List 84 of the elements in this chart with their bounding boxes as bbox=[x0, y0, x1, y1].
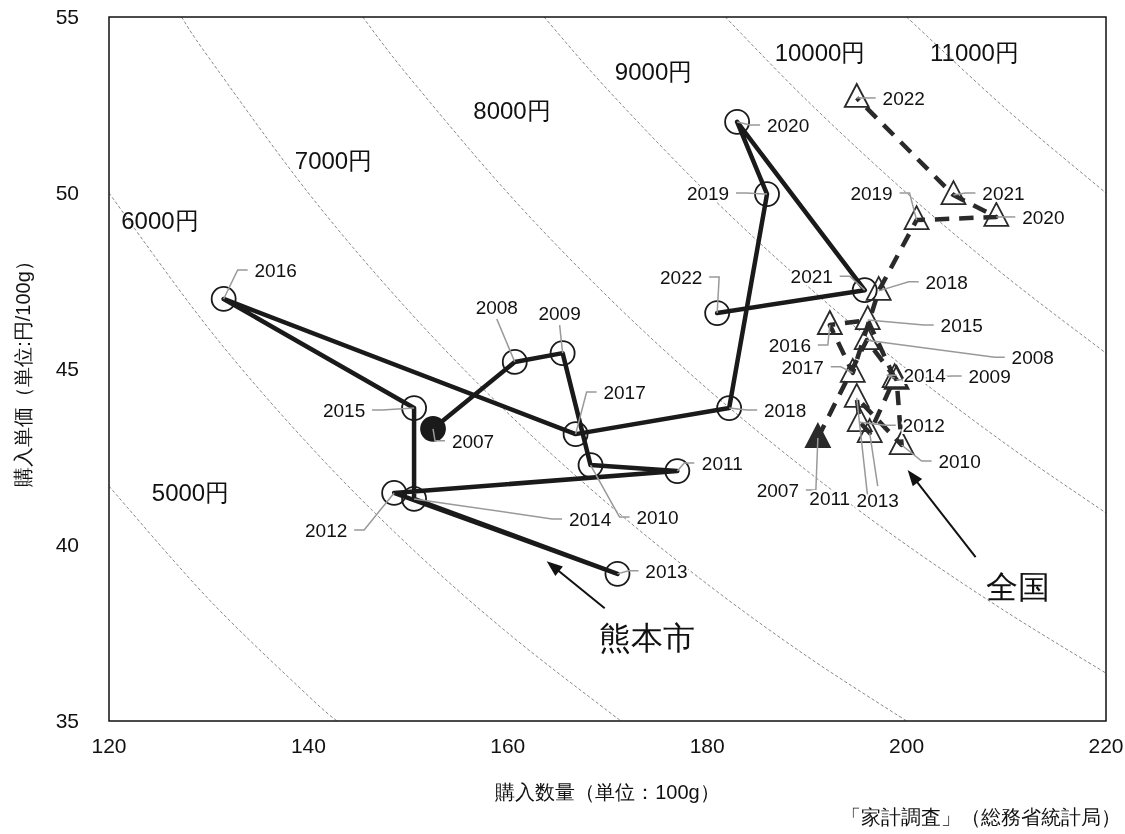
annotation: 2009 bbox=[538, 303, 581, 325]
annotation: 全国 bbox=[985, 569, 1050, 606]
point bbox=[577, 452, 604, 478]
annotation: 「家計調査」（総務省統計局） bbox=[841, 806, 1121, 828]
annotation: 2011 bbox=[701, 453, 743, 475]
annotation: 9000円 bbox=[614, 57, 693, 85]
x-tick-label: 200 bbox=[889, 734, 925, 757]
xlabel: 購入数量（単位：100g） bbox=[495, 781, 720, 803]
point bbox=[549, 340, 576, 367]
annotation: 2013 bbox=[645, 560, 688, 582]
y-tick-label: 55 bbox=[55, 5, 79, 28]
point bbox=[853, 325, 880, 351]
annotation: 2020 bbox=[1022, 206, 1065, 228]
point bbox=[804, 423, 831, 448]
y-tick-label: 45 bbox=[55, 357, 79, 380]
point bbox=[401, 395, 427, 421]
point bbox=[664, 458, 691, 484]
annotation: 2015 bbox=[940, 315, 983, 337]
annotation: 熊本市 bbox=[598, 620, 695, 657]
annotation: 2021 bbox=[790, 266, 833, 288]
annotation: 2013 bbox=[856, 490, 899, 512]
annotation: 5000円 bbox=[151, 478, 230, 506]
point bbox=[839, 357, 866, 383]
annotation: 2007 bbox=[451, 430, 495, 452]
point bbox=[210, 286, 237, 312]
annotation: 2019 bbox=[850, 183, 893, 205]
annotation: 2010 bbox=[636, 507, 679, 529]
point bbox=[604, 560, 631, 587]
point bbox=[704, 300, 731, 326]
annotation: 7000円 bbox=[294, 146, 373, 174]
point bbox=[903, 205, 930, 230]
annotation: 8000円 bbox=[473, 96, 551, 124]
x-tick-label: 180 bbox=[689, 734, 725, 757]
point bbox=[401, 485, 427, 512]
annotation: 2014 bbox=[903, 365, 946, 387]
annotation: 2016 bbox=[254, 259, 297, 281]
point bbox=[420, 415, 446, 442]
annotation: 11000円 bbox=[930, 39, 1019, 67]
point bbox=[843, 83, 870, 108]
annotation: 6000円 bbox=[121, 207, 199, 235]
point bbox=[983, 202, 1010, 227]
annotation: 2012 bbox=[305, 519, 348, 541]
x-tick-label: 160 bbox=[490, 734, 526, 757]
annotation: 2021 bbox=[982, 183, 1025, 205]
annotation: 2016 bbox=[768, 335, 811, 356]
point bbox=[754, 181, 780, 207]
annotation: 2008 bbox=[475, 296, 518, 318]
point bbox=[888, 430, 915, 455]
annotation: 2018 bbox=[925, 271, 968, 293]
annotation: 2018 bbox=[764, 400, 807, 422]
annotation: 2008 bbox=[1011, 347, 1054, 369]
point bbox=[846, 407, 873, 433]
annotation: 2011 bbox=[809, 487, 851, 509]
point bbox=[816, 310, 843, 335]
annotation: 2012 bbox=[902, 415, 945, 437]
x-tick-label: 120 bbox=[91, 734, 127, 757]
annotation: 2009 bbox=[968, 365, 1011, 387]
annotation: 2017 bbox=[781, 356, 824, 378]
annotation: 2022 bbox=[882, 87, 925, 109]
point bbox=[716, 395, 743, 421]
point bbox=[843, 382, 870, 408]
annotation: 2017 bbox=[603, 382, 646, 404]
annotation: 2020 bbox=[766, 114, 810, 136]
ylabel: 購入単価（単位:円/100g） bbox=[12, 251, 34, 487]
y-tick-label: 35 bbox=[55, 709, 79, 732]
point bbox=[851, 277, 878, 304]
annotation: 2019 bbox=[686, 183, 730, 205]
annotation: 2010 bbox=[938, 451, 981, 473]
point bbox=[854, 305, 881, 330]
annotation: 2007 bbox=[756, 480, 799, 501]
point bbox=[562, 421, 589, 448]
annotation: 2022 bbox=[660, 267, 703, 289]
y-tick-label: 50 bbox=[55, 181, 79, 204]
point bbox=[940, 180, 967, 206]
point bbox=[865, 275, 892, 301]
annotation: 2015 bbox=[322, 400, 366, 422]
annotation: 10000円 bbox=[774, 39, 866, 67]
annotation: 2014 bbox=[568, 508, 612, 530]
y-tick-label: 40 bbox=[55, 533, 79, 556]
point bbox=[381, 480, 408, 506]
point bbox=[501, 349, 528, 375]
point bbox=[856, 418, 883, 443]
x-tick-label: 140 bbox=[290, 734, 326, 757]
x-tick-label: 220 bbox=[1088, 734, 1124, 757]
